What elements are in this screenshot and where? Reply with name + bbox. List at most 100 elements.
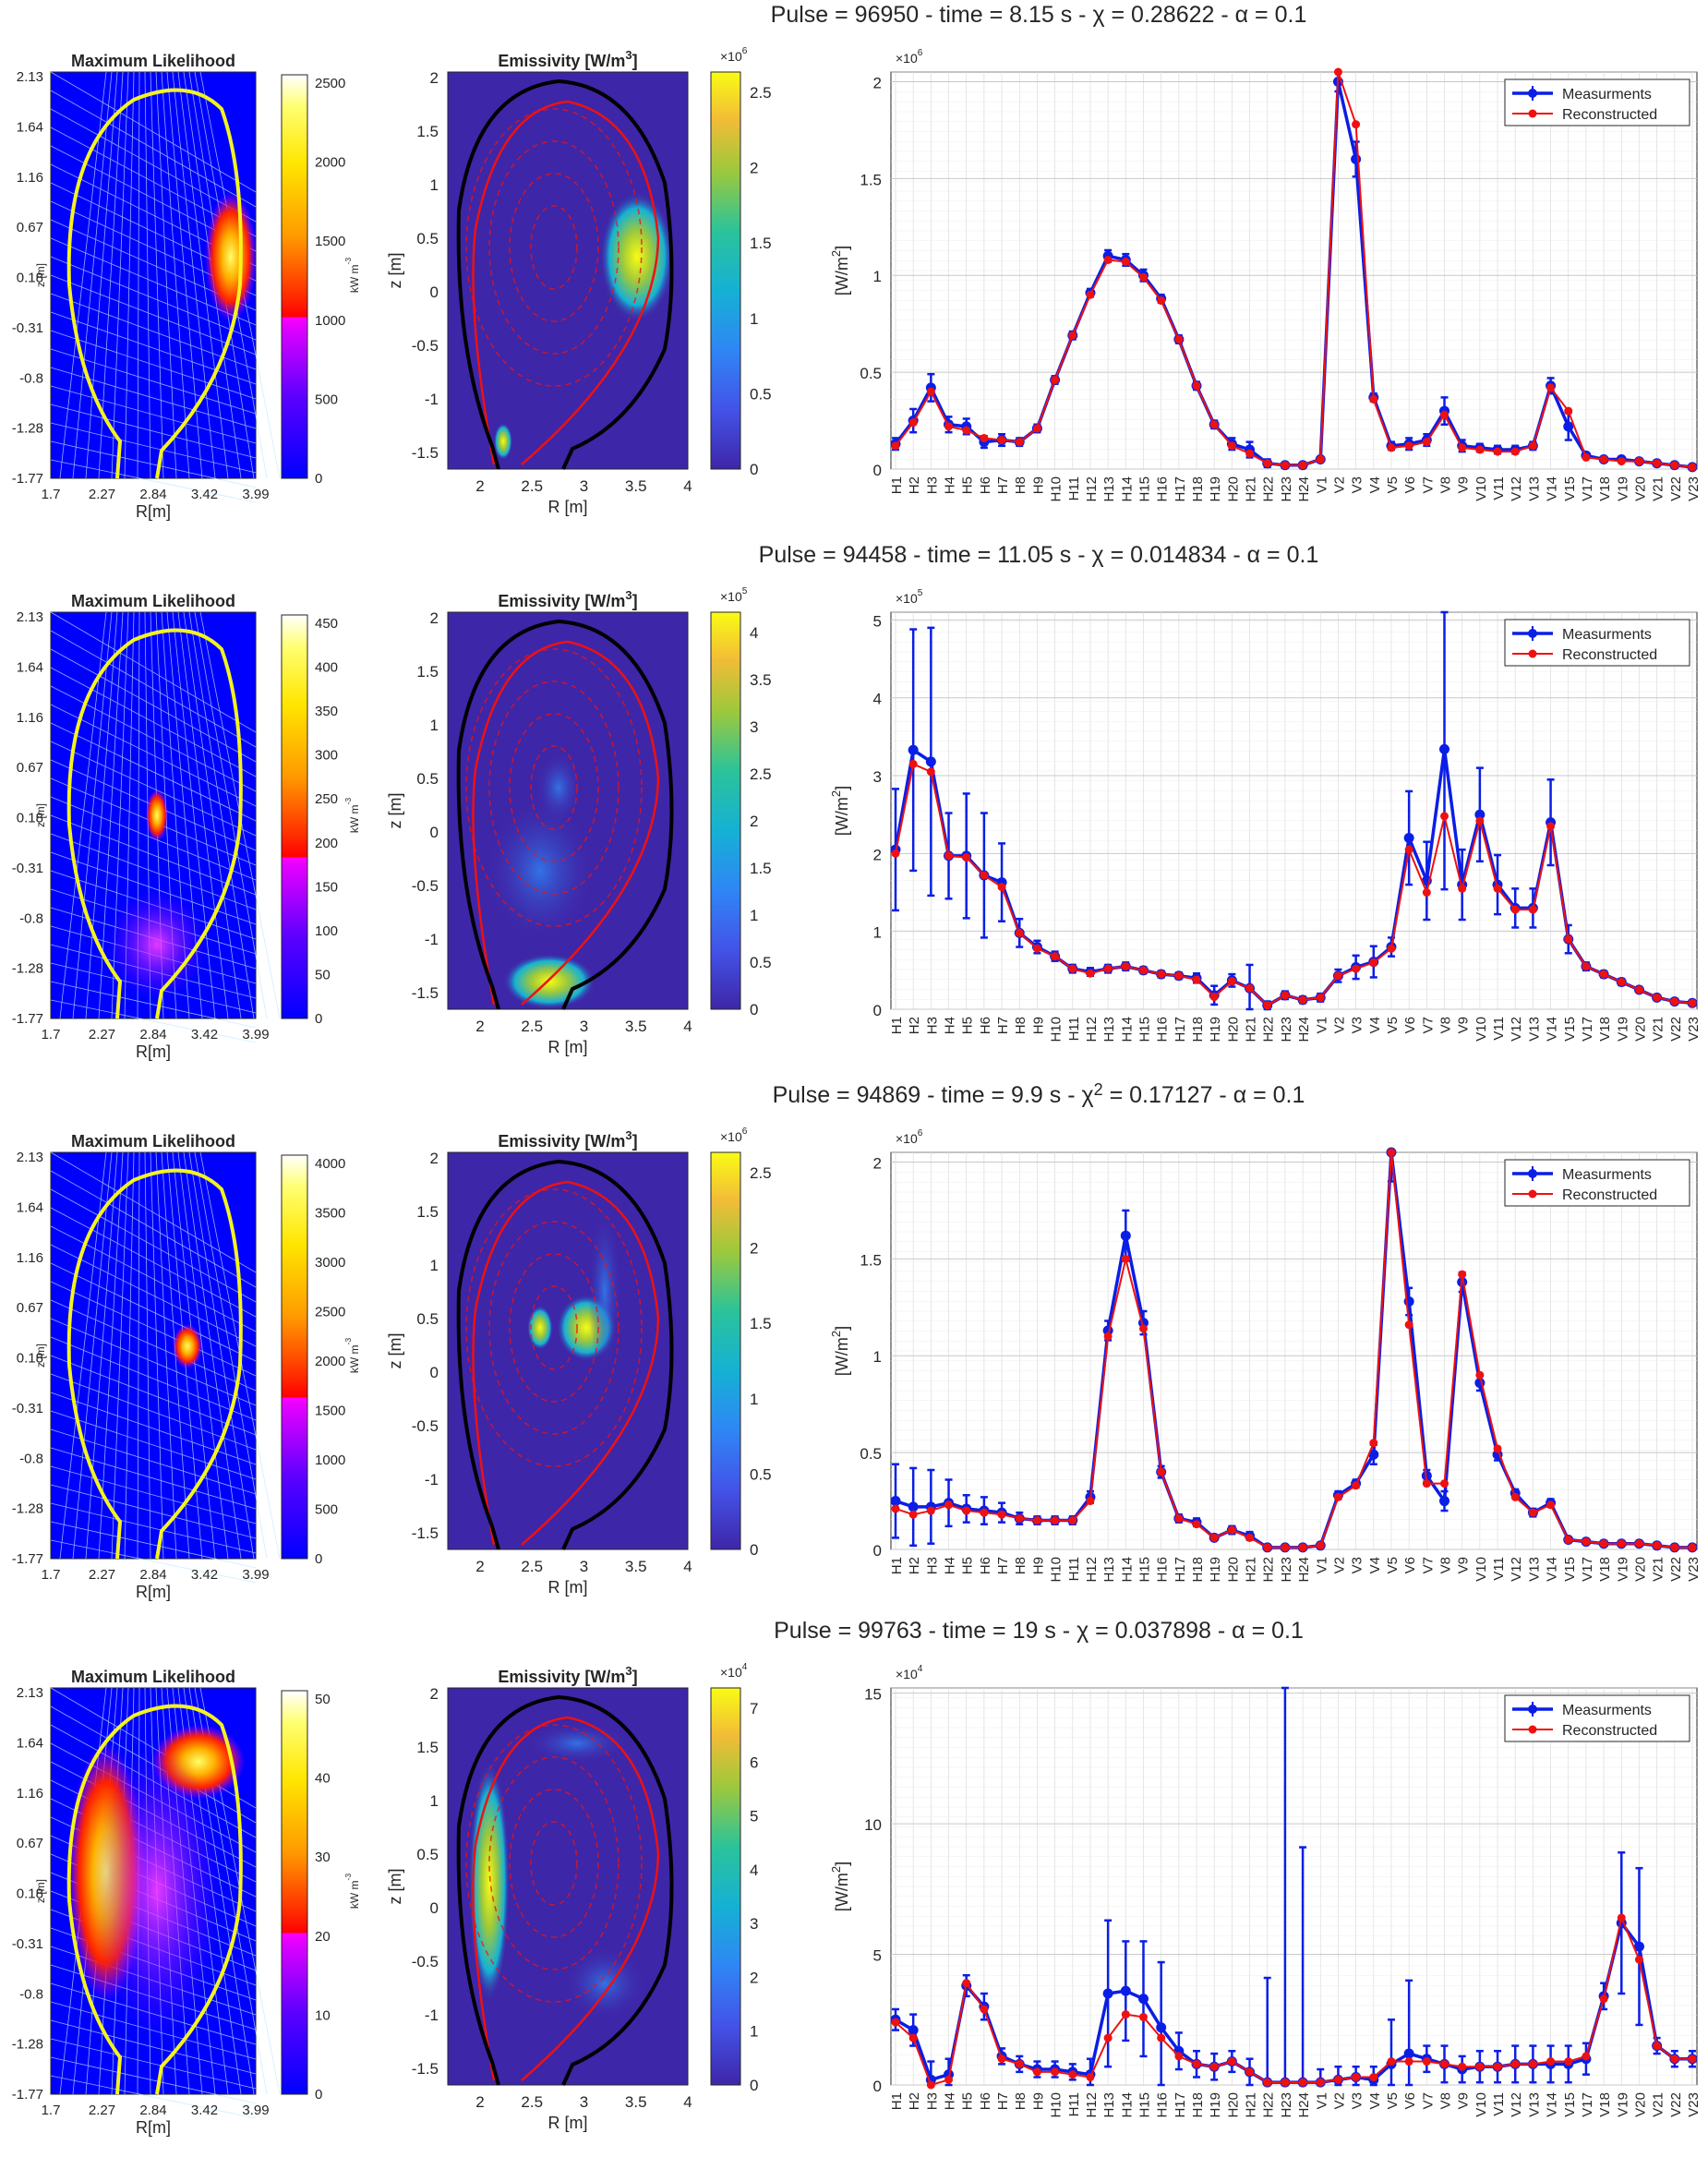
chart-x-tick: H12 [1084,2092,1100,2118]
sight-line-h [50,741,257,837]
em-colorbar-tick: 1 [750,2023,758,2041]
sight-line-h [50,1262,257,1362]
flux-surface [530,1285,578,1370]
chart-x-tick: H10 [1049,2092,1064,2118]
sight-line-v [177,71,229,479]
ml-colorbar-tick: 100 [315,923,338,939]
reconstructed-point [1404,845,1413,854]
chart-x-tick: H5 [960,1557,976,1574]
reconstructed-point [1227,441,1236,451]
ml-x-tick: 2.84 [139,1027,166,1042]
em-colorbar-tick: 0 [750,1001,758,1018]
reconstructed-point [1564,1536,1573,1545]
sight-line-h [50,1207,257,1318]
reconstructed-point [891,849,900,858]
ml-x-tick: 3.42 [191,2103,218,2118]
ml-colorbar [281,74,308,479]
em-flux-surfaces [465,108,643,387]
reconstructed-point [962,1506,971,1515]
em-x-tick: 2.5 [521,2093,543,2111]
chart-x-tick: V18 [1597,476,1613,501]
ml-y-label: z [m] [34,803,47,827]
reconstructed-point [1227,977,1236,986]
chart-x-tick: V12 [1509,476,1524,501]
reconstructed-point [1458,1270,1467,1279]
ml-title: Maximum Likelihood [71,592,235,610]
em-colorbar [710,1687,741,2086]
ml-y-tick: 0.67 [17,1836,43,1851]
sight-line-h [50,1539,257,1584]
sight-line-h [50,2075,257,2119]
chart-x-tick: V21 [1651,476,1666,501]
chart-x-tick: H15 [1137,476,1152,502]
chart-x-tick: H11 [1066,1017,1082,1041]
em-colorbar-tick: 3.5 [750,671,772,689]
reconstructed-point [1458,2062,1467,2071]
reconstructed-point [1157,1467,1166,1476]
reconstructed-line [895,71,1693,468]
ml-x-tick: 1.7 [42,487,61,502]
em-colorbar-exponent: ×104 [720,1662,748,1680]
sight-line-h [50,2056,257,2104]
reconstructed-point [1653,459,1662,468]
sight-line-h [50,311,257,385]
sight-line-v [111,1151,129,1560]
chart-x-tick: V21 [1651,1017,1666,1042]
sight-line-h [50,71,257,193]
measurement-point [908,744,919,755]
ml-y-tick: 1.64 [17,659,43,675]
reconstructed-point [1068,1516,1077,1525]
reconstructed-point [1263,1543,1272,1552]
chart-x-tick: V6 [1402,476,1418,493]
reconstructed-point [1617,1913,1626,1922]
sight-line-v [150,1151,164,1560]
ml-y-tick: 2.13 [17,1685,43,1701]
reconstructed-point [944,2075,954,2084]
chart-x-tick: V21 [1651,1557,1666,1582]
chart-x-tick: V2 [1331,2092,1347,2109]
em-y-tick: 0 [430,1899,439,1917]
chart-x-tick: H24 [1296,2092,1312,2118]
chart-legend [1504,619,1690,667]
em-y-tick: 1 [430,176,439,194]
chart-x-tick: H18 [1190,1017,1206,1042]
em-flux-surfaces [465,1724,643,2003]
chart-y-tick: 1.5 [860,171,882,188]
reconstructed-point [1281,991,1290,1000]
chart-x-tick: V19 [1615,1017,1630,1042]
ml-x-label: R[m] [136,1042,171,1061]
reconstructed-point [980,1508,989,1517]
em-colorbar-tick: 2 [750,1240,758,1258]
reconstructed-point [1599,1539,1608,1548]
chart-x-tick: V14 [1545,1557,1560,1582]
em-y-tick: -1 [425,1471,439,1488]
reconstructed-point [1157,296,1166,306]
sight-line-v [155,1151,177,1560]
legend-reconstructed-marker [1528,649,1537,658]
chart-x-tick: V11 [1491,1017,1507,1041]
chart-x-tick: H3 [924,1557,940,1574]
sight-line-h [50,1502,257,1554]
em-emission-blob [563,1946,646,2020]
chart-legend [1504,78,1690,127]
reconstructed-point [926,1506,935,1515]
chart-y-tick: 0 [873,462,882,479]
reconstructed-point [980,433,989,442]
ml-y-tick: -1.28 [12,961,43,977]
em-emission-blob [485,797,595,945]
ml-colorbar-tick: 3000 [315,1255,345,1271]
reconstructed-point [908,2033,918,2043]
ml-title: Maximum Likelihood [71,1668,235,1686]
em-y-tick: 1 [430,1257,439,1274]
chart-x-tick: H4 [943,1557,958,1574]
chart-x-tick: V4 [1367,1017,1383,1033]
ml-y-tick: 0.67 [17,220,43,235]
em-y-tick: 2 [430,69,439,87]
chart-x-tick: H2 [907,2092,922,2110]
reconstructed-point [944,851,954,861]
reconstructed-point [1582,962,1591,971]
chart-x-tick: H21 [1244,476,1259,502]
chart-x-tick: H6 [978,1557,993,1574]
em-colorbar-tick: 0 [750,461,758,478]
reconstructed-point [1528,2059,1537,2068]
